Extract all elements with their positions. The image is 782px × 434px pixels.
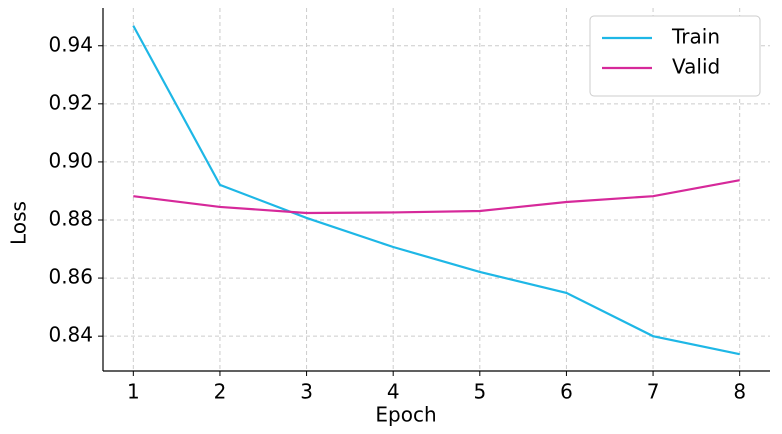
legend-label: Train (671, 25, 720, 49)
x-tick-label: 4 (387, 380, 400, 404)
data-line (132, 25, 740, 356)
data-line (133, 179, 740, 215)
x-tick-label: 8 (733, 380, 746, 404)
y-tick-label: 0.86 (48, 265, 93, 289)
y-tick-label: 0.88 (48, 206, 93, 230)
y-tick-label: 0.92 (48, 90, 93, 114)
legend-box (589, 15, 761, 97)
y-tick-label: 0.90 (48, 148, 93, 172)
x-tick-label: 3 (300, 380, 313, 404)
y-tick-label: 0.94 (48, 32, 93, 56)
legend: Train Valid (589, 15, 761, 97)
x-tick-label: 7 (647, 380, 660, 404)
x-tick-label: 5 (473, 380, 486, 404)
x-axis-label: Epoch (375, 403, 436, 427)
y-tick-label: 0.84 (48, 323, 93, 347)
y-axis-label: Loss (7, 201, 31, 245)
legend-label: Valid (672, 55, 720, 79)
x-tick-label: 2 (214, 380, 227, 404)
x-tick-label: 6 (560, 380, 573, 404)
x-tick-label: 1 (127, 380, 140, 404)
